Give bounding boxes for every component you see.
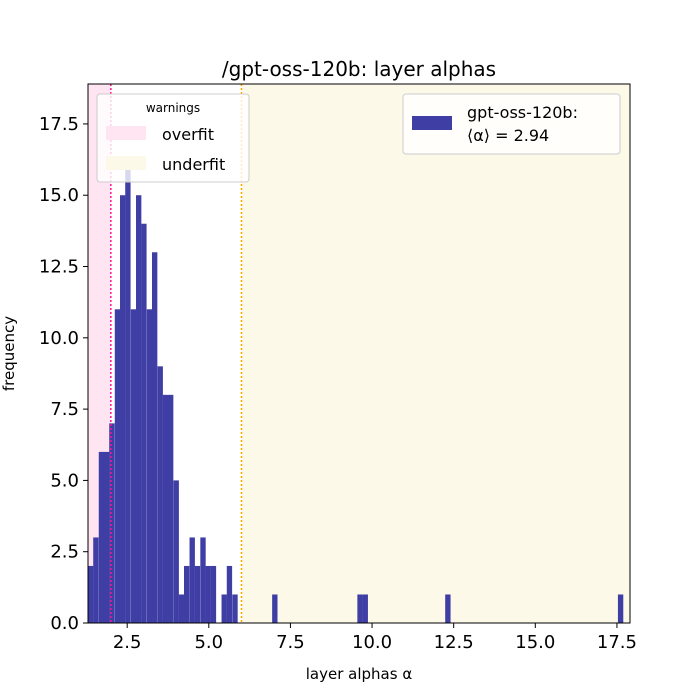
x-tick-label: 12.5 [434,632,474,653]
x-tick-label: 5.0 [194,632,223,653]
underfit-region [241,84,630,623]
series-legend-mean: ⟨α⟩ = 2.94 [467,126,549,145]
histogram-bar [272,594,278,623]
y-axis-ticks: 0.0 2.5 5.0 7.5 10.0 12.5 15.0 17.5 [39,114,88,634]
underfit-swatch [106,156,146,170]
histogram-bar [103,451,110,623]
histogram-bar [93,537,99,623]
histogram-bar [151,252,158,623]
histogram-bar [200,537,206,623]
series-legend-label: gpt-oss-120b: [467,103,578,122]
x-tick-label: 17.5 [597,632,637,653]
histogram-bar [194,565,201,623]
series-swatch [412,116,452,130]
y-axis-label: frequency [0,316,18,391]
x-tick-label: 10.0 [352,632,392,653]
y-tick-label: 12.5 [39,257,79,278]
x-tick-label: 15.0 [515,632,555,653]
underfit-legend-label: underfit [162,155,225,174]
overfit-swatch [106,126,146,140]
y-tick-label: 7.5 [50,399,79,420]
y-tick-label: 2.5 [50,542,79,563]
chart-title: /gpt-oss-120b: layer alphas [222,57,496,81]
y-tick-label: 0.0 [50,613,79,634]
x-axis-label: layer alphas α [306,665,413,683]
histogram-bar [362,594,368,623]
histogram-bar [183,565,190,623]
histogram-bar [114,309,121,623]
series-legend-box [402,93,621,155]
histogram-bar [98,451,105,623]
histogram-bar [210,565,217,623]
plot-frame [87,83,631,624]
histogram-bar [130,309,137,623]
histogram-bars [88,166,624,624]
warnings-legend: warnings overfit underfit [96,93,250,183]
histogram-bar [226,565,233,623]
histogram-bar [173,480,179,623]
y-tick-label: 5.0 [50,470,79,491]
histogram-bar [146,309,153,623]
histogram-bar [157,366,163,623]
histogram-bar [221,594,227,623]
histogram-bar [189,537,195,623]
histogram-bar [141,223,147,624]
y-tick-label: 17.5 [39,114,79,135]
histogram-bar [167,394,174,623]
histogram-bar [119,195,126,623]
histogram-bar [178,594,185,623]
series-legend: gpt-oss-120b: ⟨α⟩ = 2.94 [402,93,621,155]
warning-regions [88,84,630,623]
y-tick-label: 10.0 [39,328,79,349]
histogram-bar [205,565,211,623]
histogram-bar [162,394,169,623]
overfit-legend-label: overfit [162,125,214,144]
x-tick-label: 2.5 [113,632,142,653]
warnings-legend-title: warnings [146,101,200,115]
histogram-bar [88,565,94,623]
x-axis-ticks: 2.5 5.0 7.5 10.0 12.5 15.0 17.5 [113,623,637,653]
histogram-bar [109,423,115,623]
histogram-bar [617,594,624,623]
histogram-bar [135,195,142,623]
histogram-bar [125,166,131,623]
histogram-bar [445,594,451,623]
histogram-bar [357,594,363,623]
y-tick-label: 15.0 [39,185,79,206]
histogram-bar [232,594,238,623]
x-tick-label: 7.5 [276,632,305,653]
